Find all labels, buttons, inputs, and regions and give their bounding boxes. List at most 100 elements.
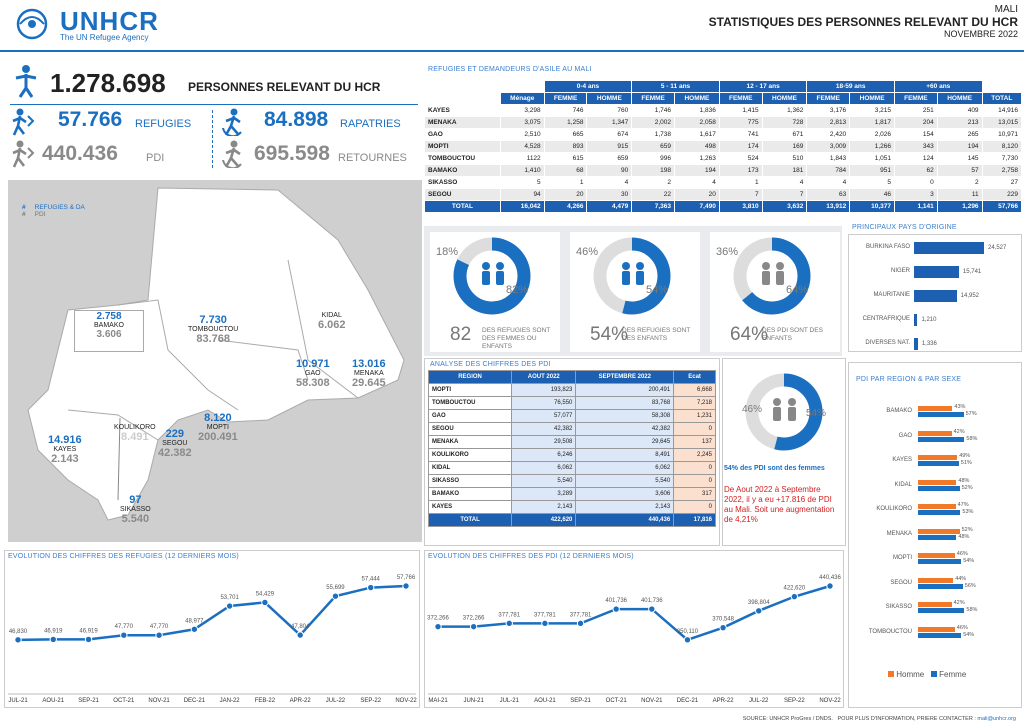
table1-col-header: TOTAL [981, 92, 1023, 105]
homme-bar [918, 553, 955, 558]
origin-country-label: CENTRAFRIQUE [862, 316, 910, 322]
femme-bar [918, 608, 965, 613]
donut-chart [453, 237, 531, 315]
table1-cell: BAMAKO [424, 164, 501, 177]
table-row: SIKASSO 5 1 4 2 4 1 4 4 5 0 2 27 [424, 176, 1023, 189]
x-tick-label: SEP-22 [360, 698, 381, 704]
table1-cell: 741 [718, 128, 763, 141]
femme-pct-label: 52% [961, 484, 973, 491]
donut-pct-main: 54% [590, 324, 629, 345]
table1-cell: 915 [586, 140, 633, 153]
table1-cell: 3,009 [806, 140, 851, 153]
table1-total-cell: 3,632 [761, 200, 808, 213]
data-point [49, 635, 57, 644]
table1-cell: 1,410 [499, 164, 545, 177]
origin-bar [914, 338, 918, 350]
donut-pct-secondary: 46% [576, 246, 599, 258]
x-tick-label: NOV-21 [148, 698, 170, 704]
table-row: MOPTI 4,528 893 915 659 498 174 169 3,009 1,266 34… [424, 140, 1023, 153]
table2-cell: 3,289 [511, 487, 577, 501]
data-label: 55,699 [326, 585, 345, 591]
table1-cell: 1,817 [849, 116, 895, 129]
table1-cell: 194 [674, 164, 720, 177]
x-tick-label: AOU-21 [534, 698, 556, 704]
table1-col-header: HOMME [674, 92, 720, 105]
refugies-value: 57.766 [58, 108, 123, 131]
table1-cell: 229 [981, 188, 1023, 201]
homme-pct-label: 46% [956, 624, 968, 631]
data-label: 401,736 [605, 598, 627, 604]
table1-cell: 213 [936, 116, 983, 129]
table2-col-header: REGION [427, 370, 513, 384]
donut-card: 18% 82% 82 DES REFUGIES SONT DES FEMMES OU … [430, 232, 560, 352]
sex-region-label: KAYES [892, 457, 912, 463]
country-label: MALI [994, 4, 1018, 15]
table2-cell: 83,768 [575, 396, 675, 410]
map-legend: # REFUGIES & DA # PDI [22, 204, 85, 218]
table1-title: REFUGIES ET DEMANDEURS D'ASILE AU MALI [428, 66, 592, 73]
table1-cell: 784 [806, 164, 851, 177]
table-row: SIKASSO 5,540 5,540 0 [427, 474, 716, 488]
table-row: KAYES 2,143 2,143 0 [427, 500, 716, 514]
pdi-label: PDI [146, 152, 165, 164]
table1-cell: 1,258 [543, 116, 588, 129]
donut-label: DES REFUGIES SONT DES ENFANTS [622, 327, 691, 342]
table2-cell: 0 [673, 461, 716, 475]
homme-pct-label: 49% [959, 453, 971, 459]
table2-cell: 2,143 [575, 500, 675, 514]
homme-pct-label: 42% [953, 428, 965, 435]
data-point [296, 631, 304, 639]
homme-pct-label: 44% [955, 575, 967, 582]
table1-cell: GAO [424, 128, 501, 141]
table1-total-cell: 7,363 [631, 200, 676, 213]
data-label: 398,804 [748, 600, 770, 606]
data-point [469, 622, 478, 631]
table1-cell: 775 [718, 116, 763, 129]
x-tick-label: NOV-22 [819, 698, 841, 704]
data-label: 57,444 [362, 577, 381, 583]
table2-cell: KOULIKORO [427, 448, 513, 462]
table2-cell: 1,231 [673, 409, 716, 423]
femme-pct-label: 58% [966, 435, 978, 442]
table1-total-cell: 4,479 [586, 200, 633, 213]
origin-bar [914, 314, 918, 326]
homme-bar [918, 455, 958, 460]
table1-total-cell: 10,377 [849, 200, 895, 213]
table1-cell: 7,730 [981, 152, 1023, 165]
table1-cell: 198 [631, 164, 676, 177]
table1-cell: 510 [761, 152, 808, 165]
idp-icon [12, 140, 35, 168]
data-point [84, 635, 93, 644]
table2-cell: 193,823 [511, 383, 577, 397]
data-label: 422,620 [784, 586, 806, 592]
sex-region-label: KOULIKORO [876, 506, 912, 512]
table1-total-cell: 13,912 [806, 200, 851, 213]
x-tick-label: JAN-22 [220, 698, 241, 704]
table2-cell: 7,218 [673, 396, 716, 410]
pdi-analysis-panel [424, 358, 720, 546]
femme-bar [918, 534, 957, 540]
sex-region-label: MENAKA [886, 530, 912, 537]
series-line [17, 584, 407, 642]
map-label-kidal: KIDAL 6.062 [318, 312, 346, 331]
data-label: 47,770 [115, 624, 134, 630]
homme-bar [918, 577, 954, 583]
mali-map [27, 187, 405, 521]
table1-cell: 1 [718, 176, 763, 189]
table-row: MENAKA 3,075 1,258 1,347 2,002 2,058 775 728 2,8… [424, 116, 1023, 129]
x-tick-label: APR-22 [290, 698, 312, 704]
page-title: STATISTIQUES DES PERSONNES RELEVANT DU H… [708, 15, 1018, 29]
data-label: 440,436 [819, 575, 841, 581]
map-label-kayes: 14.916 KAYES 2.143 [48, 434, 82, 465]
table1-cell: 20 [543, 188, 588, 201]
contact-email[interactable]: mali@unhcr.org [977, 716, 1016, 722]
data-point [612, 605, 620, 613]
table2-cell: 6,062 [575, 461, 675, 475]
table1-cell: 2,002 [631, 116, 676, 129]
pdi-donut-right: 54% [806, 408, 827, 419]
map-label-segou: 229 SEGOU 42.382 [158, 428, 192, 459]
x-tick-label: NOV-22 [395, 698, 417, 704]
table1-cell: 4 [674, 176, 720, 189]
table2-cell: 6,246 [511, 448, 577, 462]
table1-total-cell: 1,296 [936, 200, 983, 213]
